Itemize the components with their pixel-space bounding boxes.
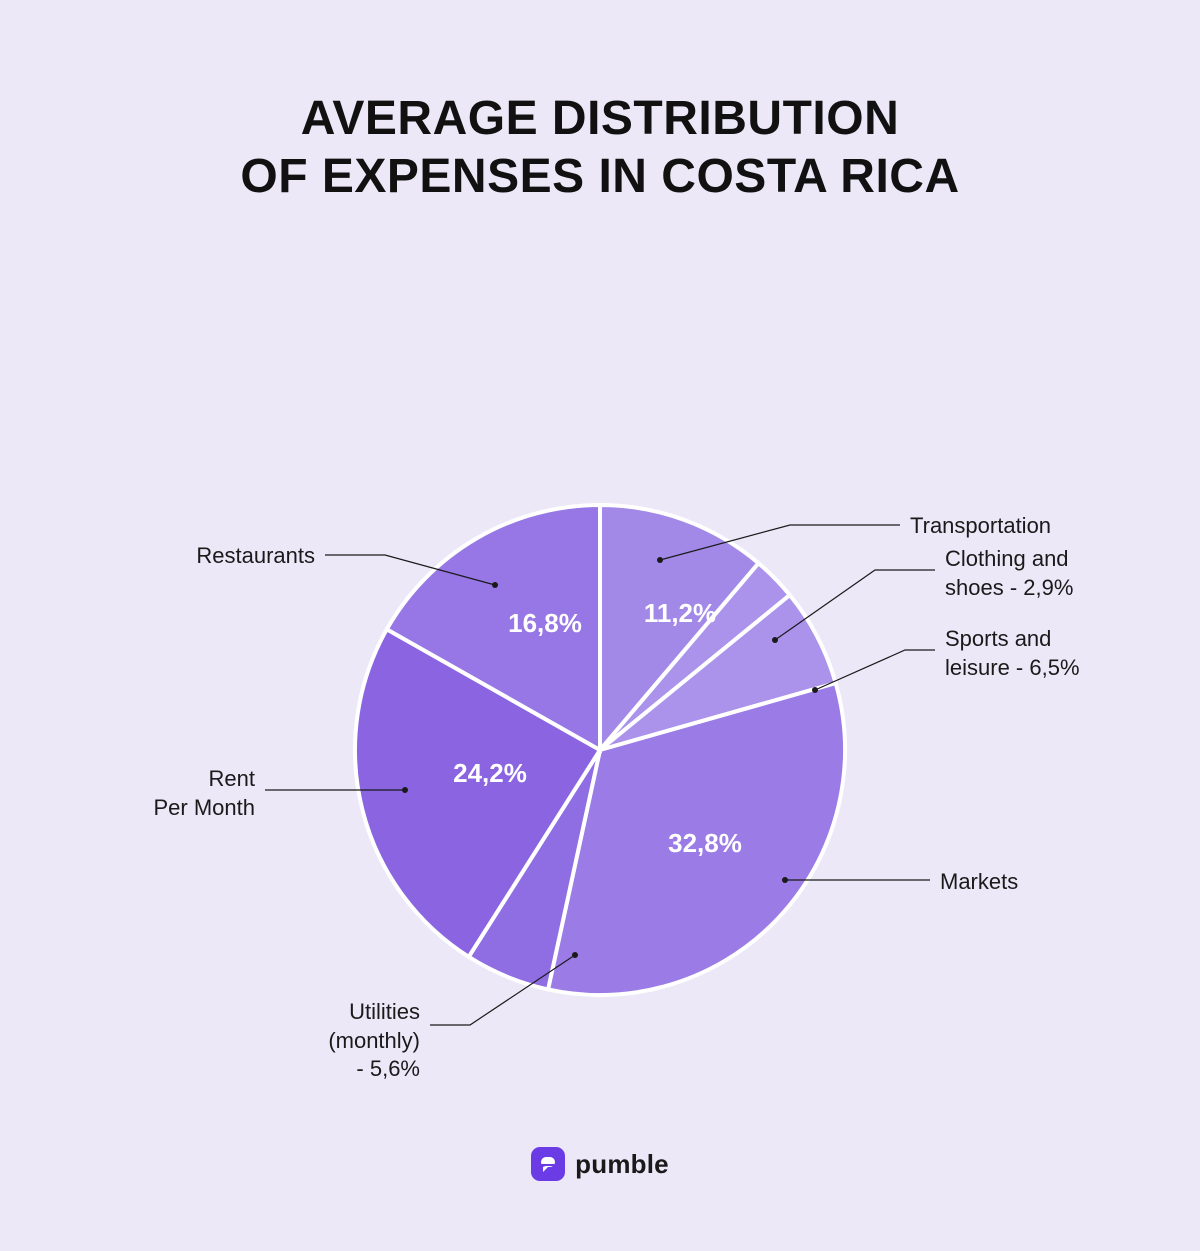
slice-label-utilities: Utilities(monthly)- 5,6% (328, 998, 420, 1084)
brand-name: pumble (575, 1149, 669, 1180)
chart-container: 11,2% 32,8% 24,2% 16,8% Transportation Clothi… (0, 370, 1200, 1130)
slice-pct-markets: 32,8% (668, 828, 742, 858)
slice-pct-transportation: 11,2% (644, 598, 716, 628)
slice-label-clothing: Clothing andshoes - 2,9% (945, 545, 1073, 602)
slice-label-rent: RentPer Month (154, 765, 256, 822)
slice-label-restaurants: Restaurants (196, 542, 315, 571)
chart-title: AVERAGE DISTRIBUTION OF EXPENSES IN COST… (0, 90, 1200, 205)
brand-logo: pumble (0, 1147, 1200, 1181)
slice-pct-rent: 24,2% (453, 758, 527, 788)
slice-label-transportation: Transportation (910, 512, 1051, 541)
slice-pct-restaurants: 16,8% (508, 608, 582, 638)
title-line1: AVERAGE DISTRIBUTION (301, 92, 899, 145)
slice-label-markets: Markets (940, 868, 1018, 897)
title-line2: OF EXPENSES IN COSTA RICA (240, 150, 959, 203)
slice-label-sports: Sports andleisure - 6,5% (945, 625, 1080, 682)
pumble-logo-icon (531, 1147, 565, 1181)
pie-chart: 11,2%32,8%24,2%16,8%TransportationClothi… (220, 370, 980, 1130)
